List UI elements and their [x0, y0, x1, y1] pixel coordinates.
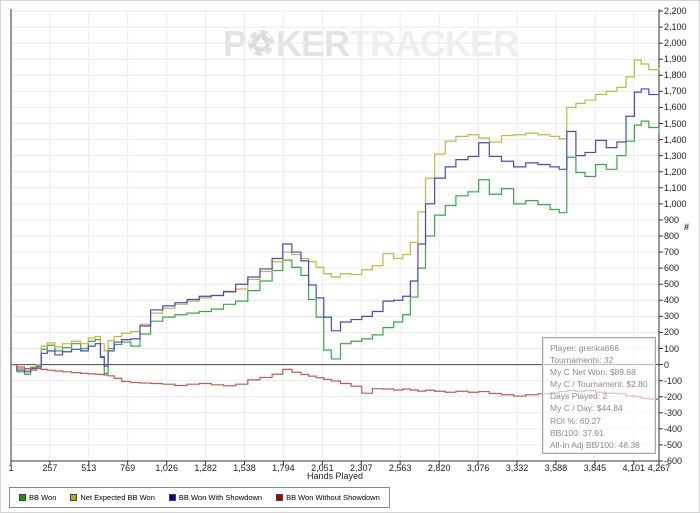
- y-tick-label: 600: [664, 263, 680, 274]
- y-tick-label: 1,600: [664, 102, 687, 113]
- legend-item: Net Expected BB Won: [70, 493, 155, 502]
- x-tick-label: 4,267: [647, 463, 671, 473]
- legend-label: BB Won: [29, 493, 57, 502]
- y-tick-label: 1,000: [664, 198, 687, 209]
- x-tick-label: 1,026: [155, 463, 178, 473]
- y-tick-label: -300: [664, 407, 683, 418]
- y-tick-label: 0: [664, 359, 670, 370]
- x-tick-label: 2,307: [350, 463, 373, 473]
- y-tick-label: 700: [664, 247, 680, 258]
- y-tick-label: 900: [664, 214, 680, 225]
- x-tick-label: 2,820: [427, 463, 451, 473]
- x-tick-label: 1,538: [233, 463, 256, 473]
- legend-swatch-icon: [70, 494, 78, 501]
- y-tick-label: 1,200: [664, 166, 687, 177]
- x-tick-label: 3,332: [505, 463, 529, 473]
- y-tick-label: 1,300: [664, 150, 687, 161]
- y-tick-label: 1,400: [664, 134, 687, 145]
- stats-line: All-In Adj BB/100: 48.38: [550, 439, 640, 450]
- legend-label: BB Won Without Showdown: [286, 493, 380, 502]
- chart-legend: BB Won Net Expected BB Won BB Won With Sho…: [9, 487, 390, 508]
- x-tick-label: 257: [42, 463, 58, 473]
- series-line: [11, 88, 660, 373]
- y-tick-label: 2,000: [664, 38, 687, 49]
- y-tick-label: 1,100: [664, 182, 687, 193]
- y-tick-label: 1,500: [664, 118, 687, 129]
- stats-line: Days Played: 2: [550, 391, 608, 402]
- legend-item: BB Won: [19, 493, 56, 502]
- y-tick-label: -100: [664, 375, 683, 386]
- y-tick-label: 1,800: [664, 70, 687, 81]
- x-tick-label: 1: [8, 463, 14, 473]
- stats-line: My C / Tournament: $2.80: [550, 379, 648, 390]
- y-tick-label: -600: [664, 456, 683, 466]
- y-tick-label: 200: [664, 327, 680, 338]
- y-tick-label: 300: [664, 311, 680, 322]
- chart-plot-area[interactable]: [1, 1, 700, 483]
- legend-swatch-icon: [19, 494, 26, 501]
- y-tick-label: -200: [664, 391, 683, 402]
- x-tick-label: 3,845: [583, 463, 607, 473]
- legend-label: BB Won With Showdown: [178, 493, 263, 502]
- x-tick-label: 1,794: [272, 463, 295, 473]
- legend-swatch-icon: [276, 494, 284, 501]
- x-axis-title: Hands Played: [306, 471, 364, 481]
- y-tick-label: -400: [664, 423, 683, 434]
- y-tick-label: 2,100: [664, 22, 687, 33]
- stats-line: My C / Day: $44.84: [550, 403, 623, 414]
- legend-item: BB Won With Showdown: [168, 493, 263, 502]
- legend-item: BB Won Without Showdown: [276, 493, 380, 502]
- y-tick-label: -500: [664, 439, 683, 450]
- y-tick-label: 500: [664, 279, 680, 290]
- y-axis-unit-label: #: [684, 222, 690, 232]
- y-tick-label: 800: [664, 231, 680, 241]
- y-tick-label: 100: [664, 343, 680, 354]
- stats-line: ROI %: 60.27: [550, 415, 602, 426]
- x-tick-label: 3,588: [544, 463, 568, 473]
- series-line: [11, 59, 660, 371]
- y-tick-label: 1,700: [664, 86, 687, 97]
- series-line: [11, 120, 660, 375]
- y-tick-label: 2,200: [664, 6, 687, 16]
- stats-line: Tournaments: 32: [550, 355, 614, 366]
- x-tick-label: 4,101: [622, 463, 646, 473]
- player-stats-box: Player: grenka666 Tournaments: 32 My C Net…: [542, 337, 656, 454]
- y-tick-label: 1,900: [664, 54, 687, 65]
- x-tick-label: 1,282: [194, 463, 217, 473]
- x-tick-label: 3,076: [466, 463, 490, 473]
- stats-line: My C Net Won: $89.68: [550, 367, 636, 378]
- stats-line: Player: grenka666: [550, 343, 619, 353]
- legend-swatch-icon: [168, 494, 176, 501]
- legend-label: Net Expected BB Won: [80, 493, 155, 502]
- y-tick-label: 400: [664, 295, 680, 306]
- x-tick-label: 2,051: [311, 463, 334, 473]
- x-tick-label: 2,563: [388, 463, 412, 473]
- x-tick-label: 769: [120, 463, 136, 473]
- x-tick-label: 513: [81, 463, 97, 473]
- stats-line: BB/100: 37.91: [550, 427, 604, 438]
